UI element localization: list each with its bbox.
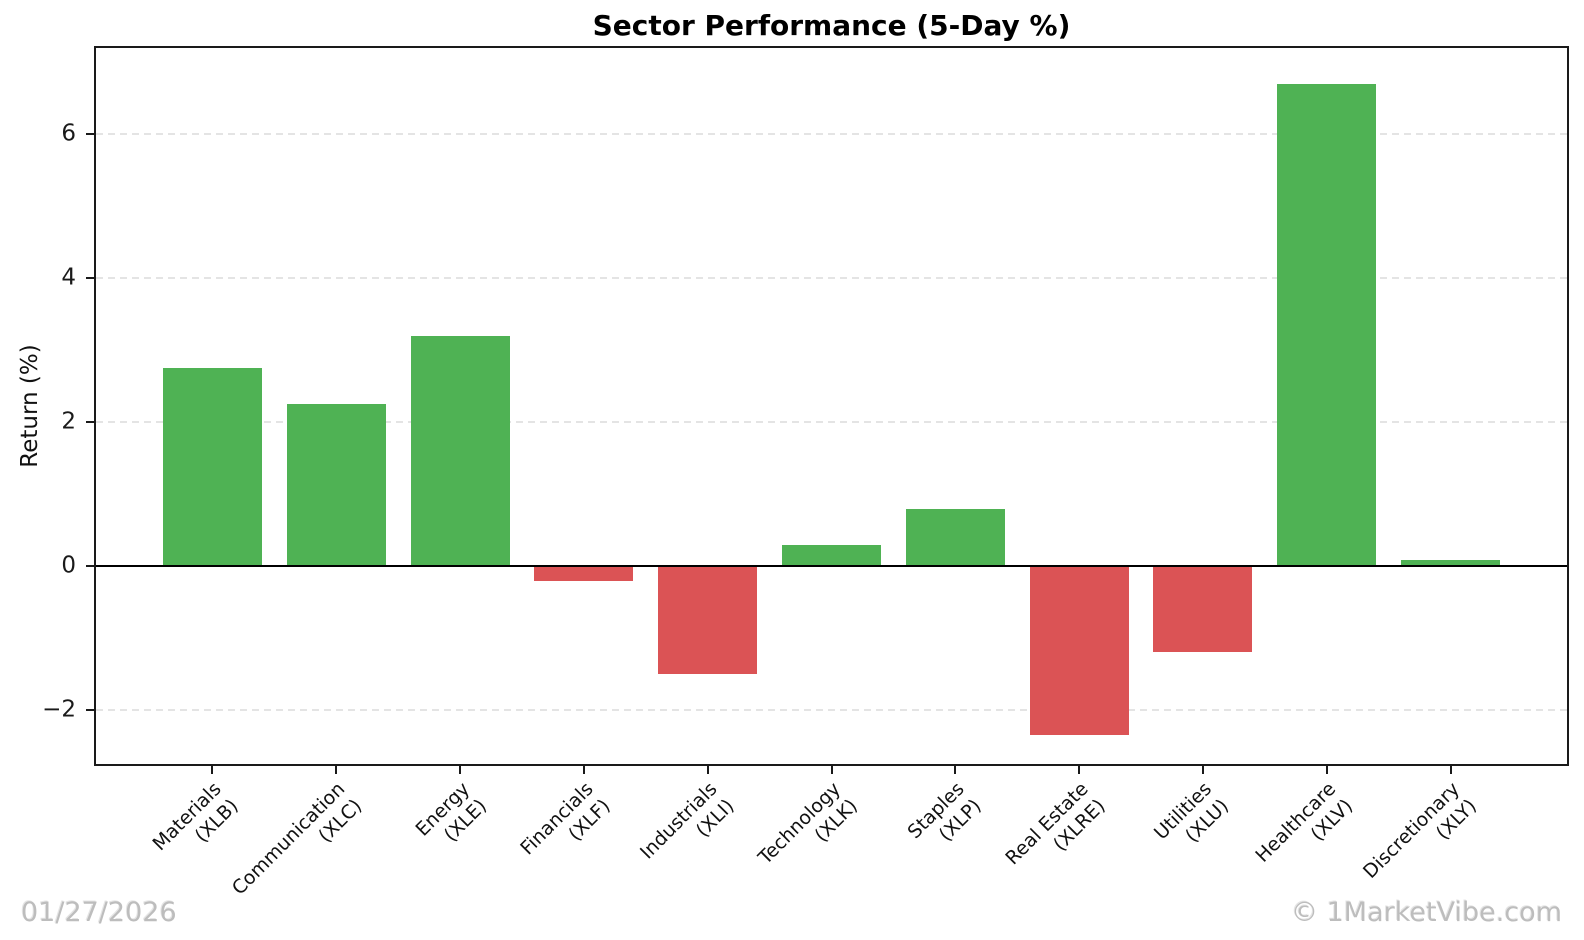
y-tick-mark bbox=[86, 133, 94, 136]
y-tick-label: 6 bbox=[61, 120, 76, 147]
x-tick-mark bbox=[582, 766, 585, 774]
x-tick-mark bbox=[1449, 766, 1452, 774]
x-tick-mark bbox=[1201, 766, 1204, 774]
x-tick-label: Energy (XLE) bbox=[410, 778, 491, 847]
x-tick-mark bbox=[706, 766, 709, 774]
gridline-y-6 bbox=[96, 133, 1567, 136]
gridline-y-4 bbox=[96, 277, 1567, 280]
x-tick-mark bbox=[1325, 766, 1328, 774]
x-tick-label: Discretionary (XLY) bbox=[1359, 778, 1481, 883]
y-tick-label: 0 bbox=[61, 552, 76, 579]
bar-real-estate-xlre bbox=[1029, 566, 1129, 736]
bar-healthcare-xlv bbox=[1277, 83, 1377, 567]
y-tick-mark bbox=[86, 709, 94, 712]
x-tick-mark bbox=[459, 766, 462, 774]
x-tick-mark bbox=[954, 766, 957, 774]
gridline-y--2 bbox=[96, 709, 1567, 712]
x-tick-label: Real Estate (XLRE) bbox=[1001, 778, 1110, 870]
y-tick-label: 2 bbox=[61, 408, 76, 435]
bar-communication-xlc bbox=[286, 404, 386, 567]
x-tick-mark bbox=[1078, 766, 1081, 774]
gridline-y-2 bbox=[96, 421, 1567, 424]
bar-financials-xlf bbox=[534, 566, 634, 581]
y-tick-label: −2 bbox=[42, 696, 76, 723]
x-tick-label: Healthcare (XLV) bbox=[1251, 778, 1358, 867]
watermark-credit: © 1MarketVibe.com bbox=[1291, 897, 1562, 928]
y-tick-mark bbox=[86, 277, 94, 280]
bar-materials-xlb bbox=[162, 368, 262, 567]
x-tick-mark bbox=[830, 766, 833, 774]
x-tick-label: Staples (XLP) bbox=[903, 778, 986, 846]
zero-baseline bbox=[96, 564, 1567, 568]
bar-staples-xlp bbox=[905, 508, 1005, 567]
bar-energy-xle bbox=[410, 335, 510, 567]
x-tick-label: Materials (XLB) bbox=[148, 778, 243, 856]
x-tick-label: Financials (XLF) bbox=[516, 778, 615, 860]
watermark-date: 01/27/2026 bbox=[21, 897, 177, 928]
bar-utilities-xlu bbox=[1153, 566, 1253, 653]
y-tick-label: 4 bbox=[61, 264, 76, 291]
bar-technology-xlk bbox=[781, 544, 882, 567]
chart-title: Sector Performance (5-Day %) bbox=[592, 9, 1071, 42]
y-tick-mark bbox=[86, 421, 94, 424]
y-tick-mark bbox=[86, 565, 94, 568]
bar-discretionary-xly bbox=[1401, 560, 1501, 567]
bar-industrials-xli bbox=[658, 566, 758, 675]
x-tick-mark bbox=[211, 766, 214, 774]
x-tick-label: Technology (XLK) bbox=[754, 778, 862, 869]
x-tick-mark bbox=[335, 766, 338, 774]
x-tick-label: Utilities (XLU) bbox=[1150, 778, 1234, 847]
x-tick-label: Industrials (XLI) bbox=[635, 778, 739, 864]
x-tick-label: Communication (XLC) bbox=[228, 778, 367, 900]
